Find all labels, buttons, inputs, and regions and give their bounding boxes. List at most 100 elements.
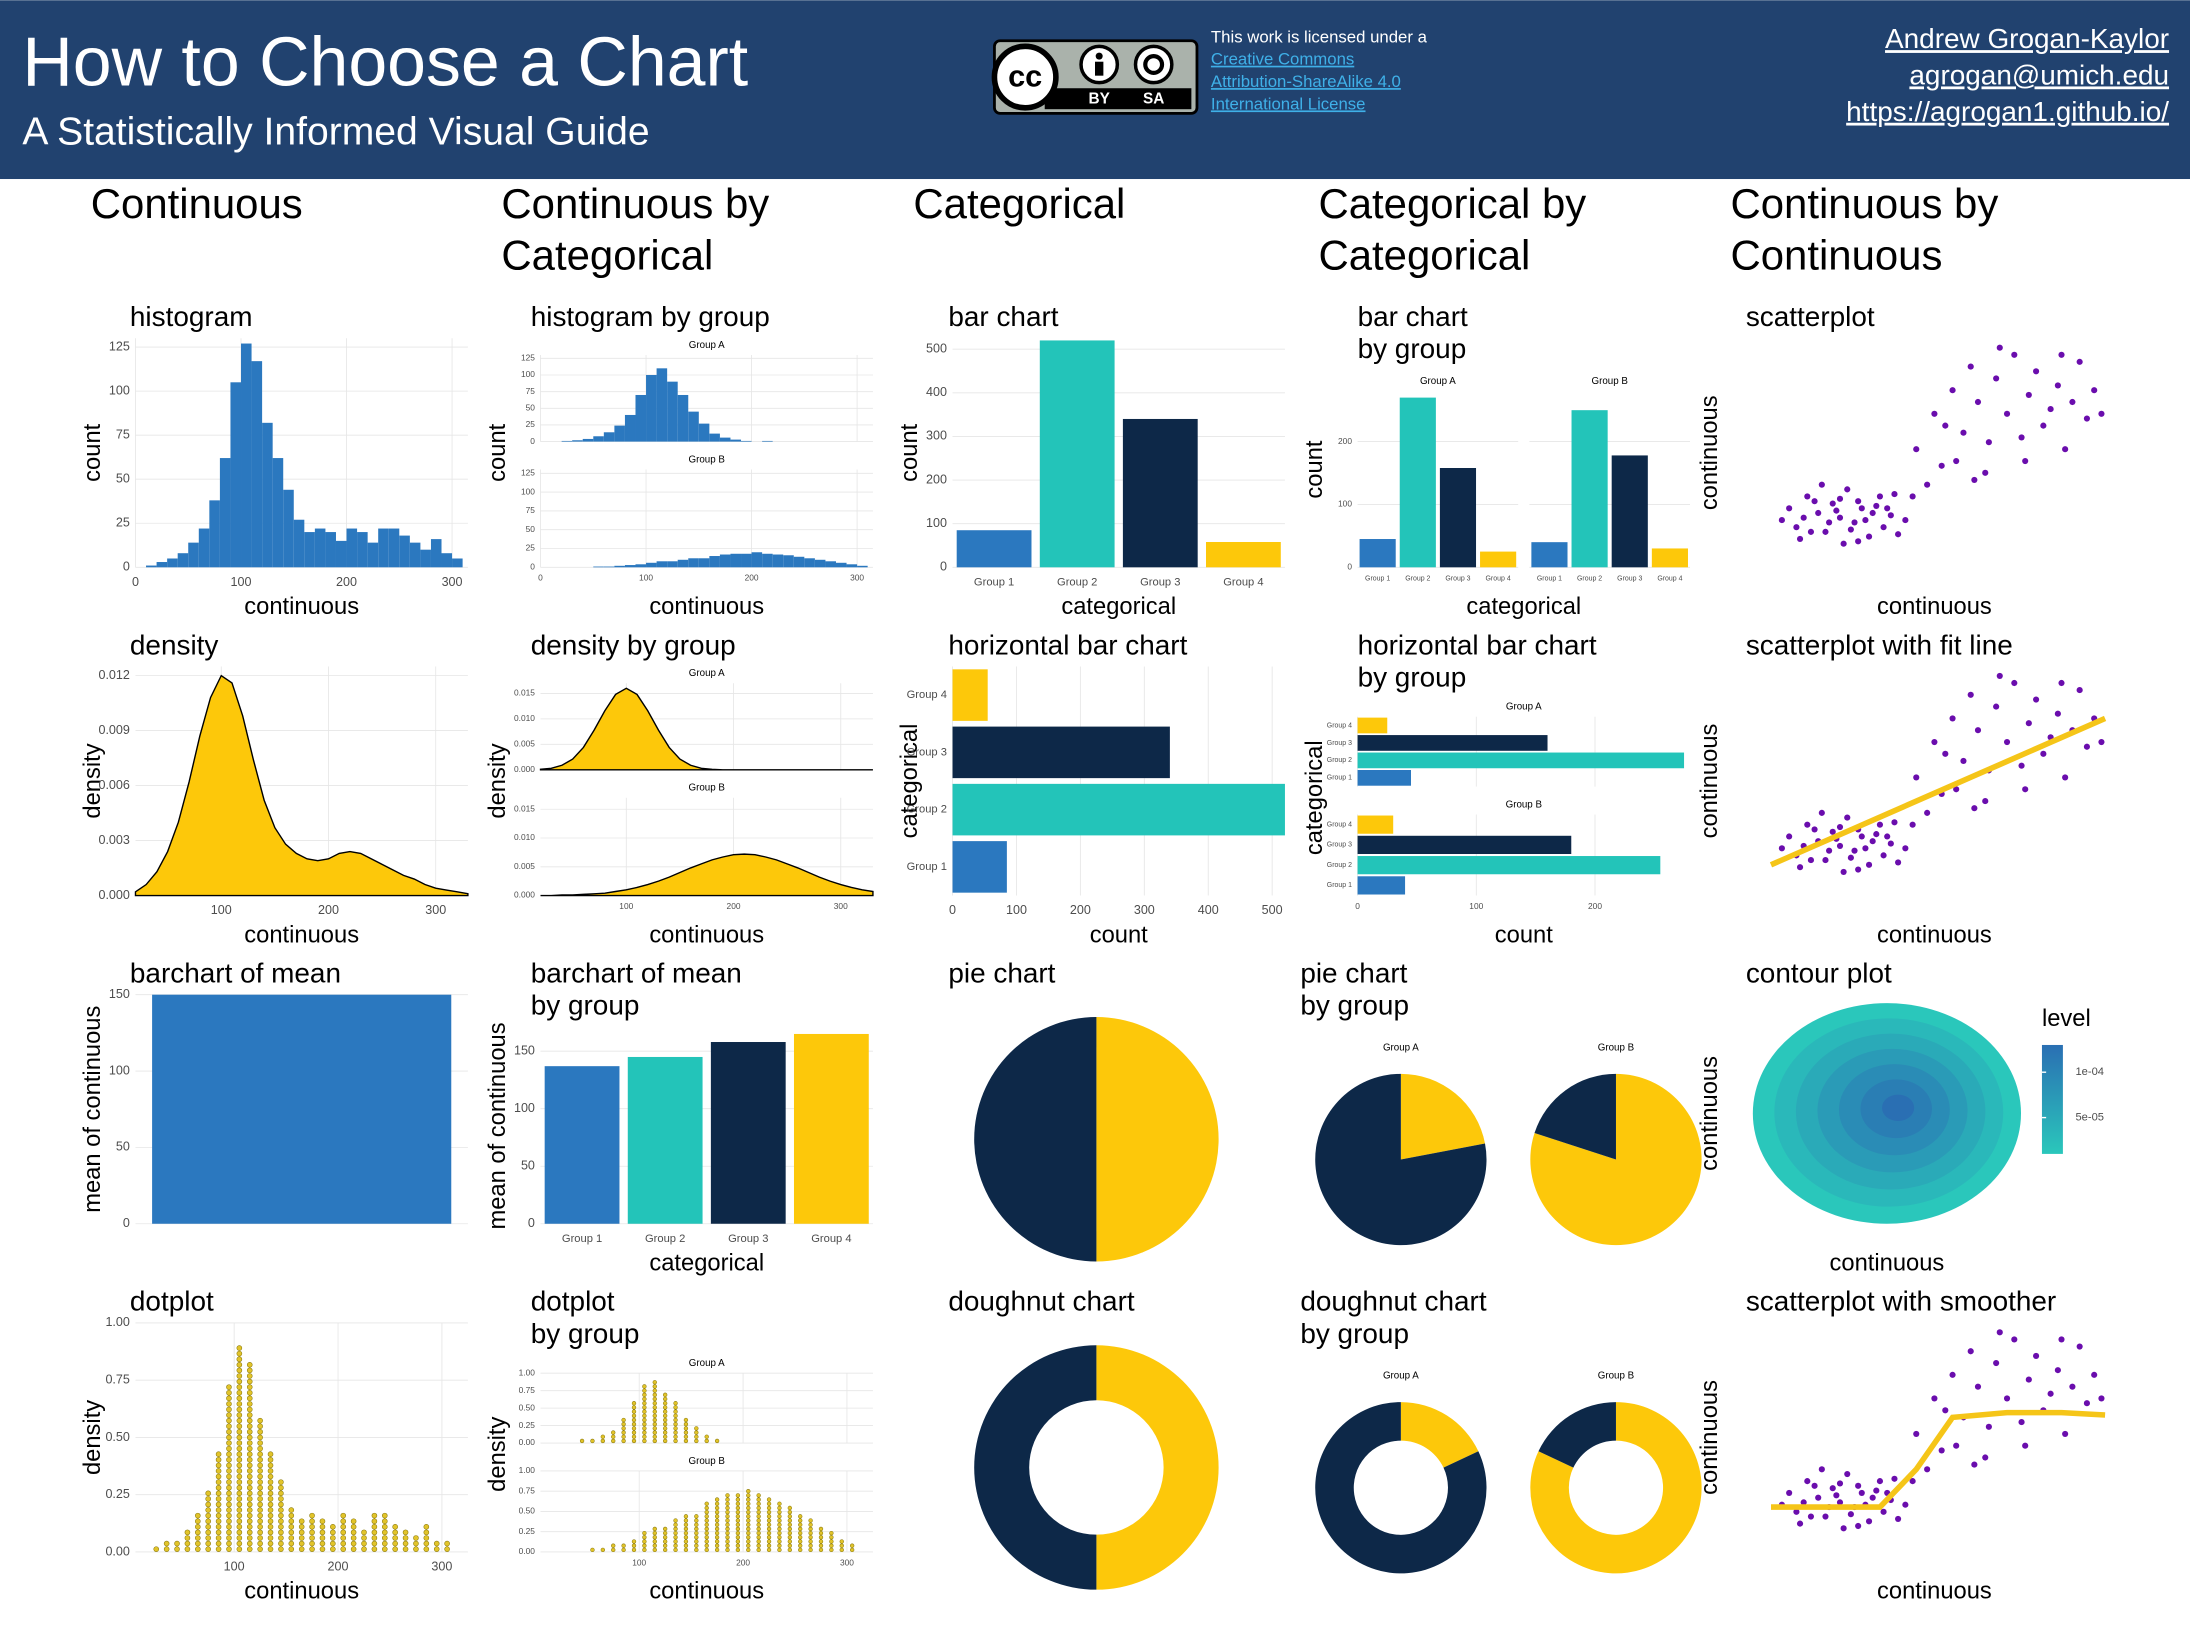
dot xyxy=(663,1405,668,1410)
dot xyxy=(246,1479,253,1485)
dot xyxy=(278,1540,284,1547)
email[interactable]: agrogan@umich.edu xyxy=(1909,59,2169,90)
dot xyxy=(673,1413,678,1418)
dot xyxy=(288,1535,295,1541)
dot xyxy=(704,1535,709,1540)
dot-stack xyxy=(631,1401,637,1444)
y-tick-label: 0.25 xyxy=(519,1420,536,1430)
point xyxy=(1913,446,1920,453)
point xyxy=(1960,757,1967,764)
dot xyxy=(642,1535,647,1540)
point xyxy=(1807,528,1815,535)
x-tick-label: 200 xyxy=(328,1560,349,1574)
dot xyxy=(714,1497,720,1502)
bar xyxy=(399,535,410,568)
dot xyxy=(704,1530,709,1536)
dot xyxy=(246,1362,253,1368)
y-tick-label: 0.75 xyxy=(519,1485,536,1495)
dot xyxy=(392,1540,398,1547)
x-axis-label: continuous xyxy=(1830,1251,1945,1277)
doughnut-slice xyxy=(1096,1345,1219,1590)
dot xyxy=(704,1434,709,1439)
dot xyxy=(309,1535,315,1541)
bar xyxy=(272,458,284,568)
bar xyxy=(952,726,1170,779)
dot-stack xyxy=(798,1514,803,1553)
dot xyxy=(236,1484,243,1491)
y-tick-label: Group 1 xyxy=(907,861,947,873)
dot xyxy=(381,1518,388,1525)
point xyxy=(1938,1447,1945,1454)
dot xyxy=(288,1546,295,1552)
dot xyxy=(777,1547,782,1553)
x-tick-label: Group 4 xyxy=(1657,575,1682,582)
x-axis-label: continuous xyxy=(244,922,359,948)
point xyxy=(1778,517,1785,524)
dot-stack xyxy=(600,1434,606,1444)
bar xyxy=(167,558,178,568)
bar xyxy=(603,566,615,568)
dot xyxy=(215,1540,222,1547)
y-tick-label: 0.015 xyxy=(514,688,535,698)
dot xyxy=(818,1530,824,1536)
author[interactable]: Andrew Grogan-Kaylor xyxy=(1885,23,2169,54)
dot xyxy=(226,1546,232,1552)
dot xyxy=(663,1547,668,1553)
panel-title: pie chart xyxy=(948,958,1055,989)
license-link[interactable]: International License xyxy=(1211,94,1366,113)
y-tick-label: 0.015 xyxy=(514,803,535,813)
panel-title: doughnut chart xyxy=(948,1286,1135,1317)
point xyxy=(1858,1489,1865,1497)
license-link[interactable]: Creative Commons xyxy=(1211,50,1354,69)
x-tick-label: 200 xyxy=(1588,901,1602,911)
point xyxy=(1847,526,1854,533)
dot xyxy=(694,1526,699,1532)
dot xyxy=(371,1535,378,1541)
dot xyxy=(621,1426,626,1431)
dot xyxy=(746,1489,751,1494)
dot xyxy=(787,1505,792,1511)
bar xyxy=(544,1066,620,1224)
facet-label: Group A xyxy=(1506,702,1542,713)
dot xyxy=(746,1526,751,1532)
y-tick-label: 300 xyxy=(926,429,947,443)
dot xyxy=(423,1546,430,1552)
dot xyxy=(611,1434,616,1439)
point xyxy=(1953,457,1960,465)
dot-stack xyxy=(402,1529,409,1552)
dot xyxy=(226,1389,232,1396)
point xyxy=(1807,1513,1815,1520)
point xyxy=(2011,679,2018,687)
dot xyxy=(652,1409,657,1414)
bar xyxy=(420,549,431,568)
dot xyxy=(215,1512,222,1519)
panel-title: bar chart xyxy=(1358,301,1468,332)
cc-badge[interactable]: cc BY SA xyxy=(991,39,1199,115)
bar xyxy=(1399,397,1436,568)
bar xyxy=(378,528,389,568)
dot xyxy=(236,1384,243,1390)
dot xyxy=(413,1546,419,1552)
license-link[interactable]: Attribution-ShareAlike 4.0 xyxy=(1211,72,1401,91)
dot xyxy=(246,1524,253,1530)
dot xyxy=(714,1543,720,1548)
dot xyxy=(652,1422,657,1427)
x-axis-label: continuous xyxy=(1877,1579,1992,1605)
y-tick-label: 0.50 xyxy=(105,1430,129,1444)
dot xyxy=(798,1543,803,1548)
dot xyxy=(246,1473,253,1480)
dot xyxy=(330,1535,336,1541)
dot xyxy=(683,1426,689,1431)
y-tick-label: 50 xyxy=(116,472,130,486)
bar xyxy=(1206,541,1281,568)
point xyxy=(1942,422,1949,429)
dot xyxy=(257,1512,263,1519)
bar xyxy=(593,436,604,442)
dot xyxy=(704,1518,709,1523)
x-axis-label: categorical xyxy=(1466,594,1581,620)
dot xyxy=(236,1345,243,1351)
website[interactable]: https://agrogan1.github.io/ xyxy=(1846,96,2169,127)
facet-label: Group B xyxy=(689,454,725,465)
bar xyxy=(635,394,647,442)
